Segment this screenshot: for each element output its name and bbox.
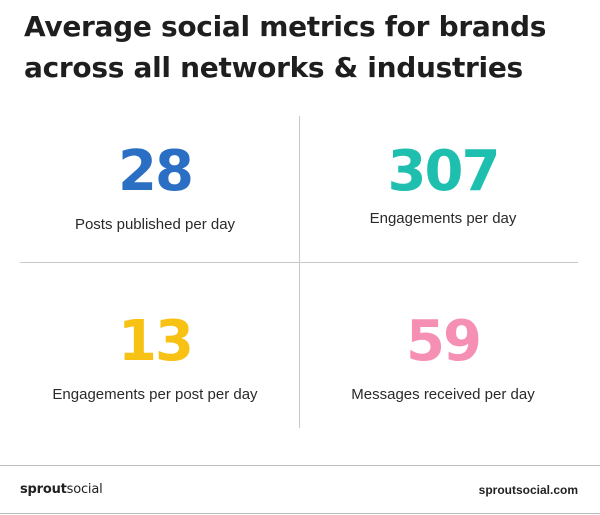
title-line-1: Average social metrics for brands: [24, 10, 547, 43]
metric-label: Engagements per day: [369, 210, 517, 227]
vertical-divider: [299, 116, 300, 428]
metric-value: 59: [406, 309, 482, 374]
brand-logo-regular: social: [66, 482, 103, 497]
horizontal-divider: [20, 262, 578, 263]
metric-value: 307: [387, 139, 501, 204]
metric-label: Messages received per day: [351, 386, 535, 403]
metric-messages-received: 59 Messages received per day: [298, 312, 588, 404]
metric-value: 28: [118, 139, 194, 204]
page-title: Average social metrics for brands across…: [24, 6, 584, 88]
metric-engagements: 307 Engagements per day: [298, 142, 588, 228]
brand-logo: sproutsocial: [20, 482, 103, 498]
metric-label: Engagements per post per day: [52, 386, 258, 403]
website-link[interactable]: sproutsocial.com: [478, 483, 578, 497]
footer-divider: [0, 465, 600, 466]
title-line-2: across all networks & industries: [24, 51, 523, 84]
footer-bottom-border: [0, 513, 600, 514]
brand-logo-bold: sprout: [20, 482, 67, 497]
metric-posts-published: 28 Posts published per day: [10, 142, 300, 234]
metric-engagements-per-post: 13 Engagements per post per day: [10, 312, 300, 404]
metric-label: Posts published per day: [74, 216, 236, 233]
metric-value: 13: [118, 309, 194, 374]
